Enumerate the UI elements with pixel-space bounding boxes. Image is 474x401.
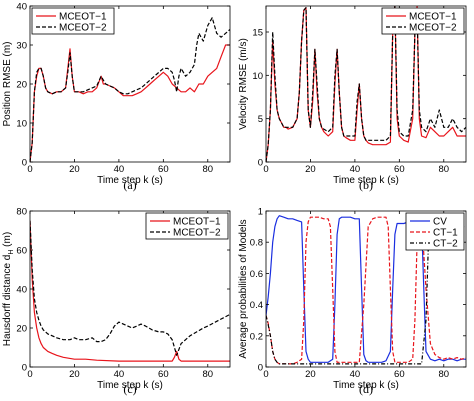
y-tick-label: 40 (16, 285, 27, 296)
series-line-c-2 (30, 220, 230, 356)
x-tick-label: 0 (27, 164, 32, 175)
y-axis-label-text: Velocity RMSE (m/s) (238, 38, 249, 130)
x-axis-label: Time step k (s) (333, 380, 399, 391)
y-tick-label: 0.8 (250, 238, 263, 249)
y-axis-label: Hausdorff distance dH (m) (2, 232, 15, 346)
y-tick-label: 40 (16, 2, 27, 13)
y-tick-label: 0 (22, 363, 27, 374)
x-tick-label: 0 (27, 369, 32, 380)
y-tick-label: 80 (16, 207, 27, 218)
legend-box (145, 212, 229, 240)
y-axis-label-text: Hausdorff distance d (2, 255, 13, 347)
series-line-b-2 (266, 6, 466, 162)
x-axis-label: Time step k (s) (333, 175, 399, 186)
y-axis-label: Position RMSE (m) (2, 41, 13, 126)
y-tick-label: 20 (16, 324, 27, 335)
x-tick-label: 20 (305, 164, 316, 175)
x-tick-label: 80 (202, 164, 213, 175)
y-tick-label: 60 (16, 246, 27, 257)
panel-label: (b) (359, 178, 373, 192)
y-axis-label-unit: (m) (2, 232, 13, 250)
y-tick-label: 15 (252, 28, 263, 39)
y-tick-label: 5 (258, 114, 263, 125)
x-tick-label: 20 (305, 369, 316, 380)
x-tick-label: 60 (394, 164, 405, 175)
x-tick-label: 0 (263, 164, 268, 175)
legend-box (381, 7, 465, 35)
y-tick-label: 10 (252, 71, 263, 82)
legend-entry: MCEOT−1 (59, 12, 107, 23)
series-line-c-1 (30, 220, 230, 362)
panel-b: 0 20 40 60 80 0 5 10 15 Time step k (s) Velocity R… (238, 5, 467, 192)
plot-frame-b (265, 5, 467, 163)
y-axis-label-text: Position RMSE (m) (2, 41, 13, 126)
x-tick-label: 20 (69, 164, 80, 175)
legend-entry: CV (433, 217, 447, 228)
legend-entry: MCEOT−2 (59, 23, 107, 34)
y-axis-label-subscript: H (8, 250, 15, 255)
panel-label: (c) (123, 382, 136, 396)
y-tick-label: 0 (22, 158, 27, 169)
y-tick-label: 10 (16, 119, 27, 130)
y-tick-label: 0.2 (250, 331, 263, 342)
x-tick-label: 60 (158, 369, 169, 380)
x-tick-label: 40 (114, 369, 125, 380)
legend-entry: MCEOT−2 (409, 23, 457, 34)
x-axis-label: Time step k (s) (97, 175, 163, 186)
x-tick-label: 60 (158, 164, 169, 175)
y-tick-label: 0 (258, 158, 263, 169)
legend-box (31, 7, 115, 35)
panel-c: 0 20 40 60 80 0 20 40 60 80 Time step k (s) Hausdor… (2, 207, 231, 396)
y-axis-label-text: Average probabilities of Models (238, 219, 249, 358)
y-tick-label: 0.6 (250, 269, 263, 280)
x-axis-label: Time step k (s) (97, 380, 163, 391)
x-tick-label: 80 (438, 369, 449, 380)
x-tick-label: 80 (438, 164, 449, 175)
y-axis-label: Average probabilities of Models (238, 219, 249, 358)
legend-entry: MCEOT−1 (409, 12, 457, 23)
y-tick-label: 30 (16, 41, 27, 52)
series-line-a-1 (30, 44, 230, 162)
x-tick-label: 60 (394, 369, 405, 380)
x-tick-label: 40 (350, 164, 361, 175)
y-tick-label: 0.4 (250, 300, 263, 311)
legend-entry: CT−2 (433, 239, 458, 250)
x-tick-label: 40 (114, 164, 125, 175)
y-tick-label: 20 (16, 80, 27, 91)
legend-box (405, 212, 465, 251)
legend-entry: CT−1 (433, 228, 458, 239)
series-line-a-2 (30, 17, 230, 162)
x-tick-label: 40 (350, 369, 361, 380)
legend-entry: MCEOT−2 (173, 228, 221, 239)
panel-d: 0 20 40 60 80 0 0.2 0.4 0.6 0.8 1 Time step k (s) Av… (238, 207, 467, 396)
panel-label: (a) (123, 178, 136, 192)
plot-frame-d (265, 210, 467, 368)
panel-label: (d) (359, 382, 373, 396)
x-tick-label: 80 (202, 369, 213, 380)
y-axis-label: Velocity RMSE (m/s) (238, 38, 249, 130)
x-tick-label: 0 (263, 369, 268, 380)
series-line-d-1 (266, 215, 466, 363)
y-tick-label: 0 (258, 363, 263, 374)
legend-entry: MCEOT−1 (173, 217, 221, 228)
x-tick-label: 20 (69, 369, 80, 380)
y-tick-label: 1 (258, 207, 263, 218)
